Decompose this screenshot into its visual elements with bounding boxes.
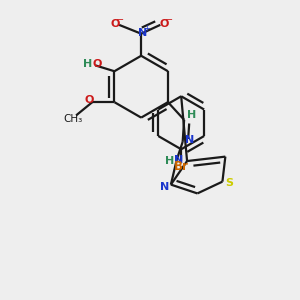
Text: H: H: [187, 110, 196, 120]
Text: N: N: [184, 134, 194, 145]
Text: S: S: [225, 178, 233, 188]
Text: N: N: [160, 182, 169, 192]
Text: O: O: [84, 95, 94, 105]
Text: H: H: [165, 156, 174, 166]
Text: CH₃: CH₃: [64, 114, 83, 124]
Text: O: O: [159, 19, 169, 29]
Text: N: N: [138, 28, 147, 38]
Text: Br: Br: [174, 160, 189, 173]
Text: O: O: [92, 59, 101, 70]
Text: +: +: [143, 24, 150, 33]
Text: −: −: [116, 15, 124, 25]
Text: H: H: [83, 59, 92, 69]
Text: −: −: [164, 15, 172, 25]
Text: N: N: [174, 155, 183, 166]
Text: O: O: [111, 19, 120, 29]
